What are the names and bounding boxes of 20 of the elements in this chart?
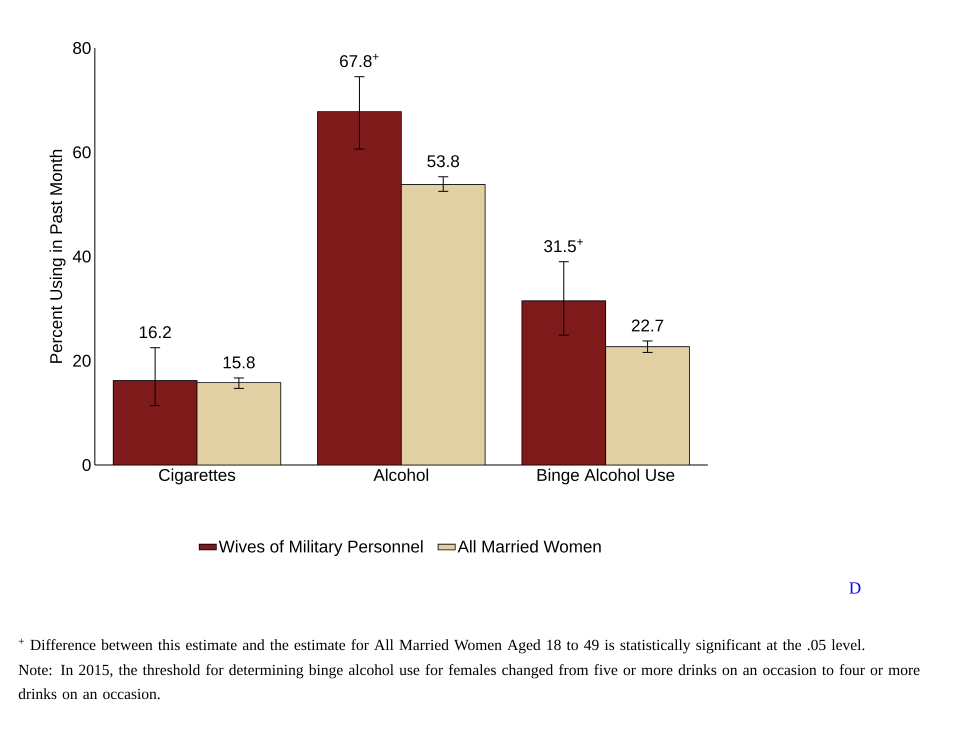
- x-tick-label: Binge Alcohol Use: [538, 468, 674, 484]
- data-label: 31.5$^{+}$: [544, 238, 583, 252]
- data-label: 16.2: [140, 326, 171, 338]
- y-tick-label: 0: [82, 458, 91, 472]
- data-label: 67.8$^{+}$: [340, 54, 379, 68]
- y-tick-label: 80: [73, 42, 91, 54]
- y-axis-title: Percent Using in Past Month: [50, 150, 66, 363]
- y-tick-label: 20: [73, 354, 91, 367]
- y-tick-label: 60: [73, 146, 91, 158]
- text: $^{+}$ Difference between this estimate and the estimate for All Married Women Aged 18 to 49 is statistically significant at the .05 level.: [18, 638, 864, 654]
- y-tick-label: 40: [72, 250, 91, 263]
- text: D: [849, 582, 860, 594]
- data-label: 15.8: [224, 356, 255, 368]
- data-label: 22.7: [632, 320, 664, 332]
- legend-label: Wives of Military Personnel: [218, 540, 423, 556]
- x-tick-label: Alcohol: [373, 468, 428, 482]
- x-tick-label: Cigarettes: [159, 468, 236, 484]
- data-label: 53.8: [427, 155, 460, 168]
- text: Note: In 2015, the threshold for determining binge alcohol use for females changed from five or more drinks on an occasion to four or more drinks on an occasion.: [18, 664, 920, 700]
- legend-label: All Married Women: [458, 540, 601, 553]
